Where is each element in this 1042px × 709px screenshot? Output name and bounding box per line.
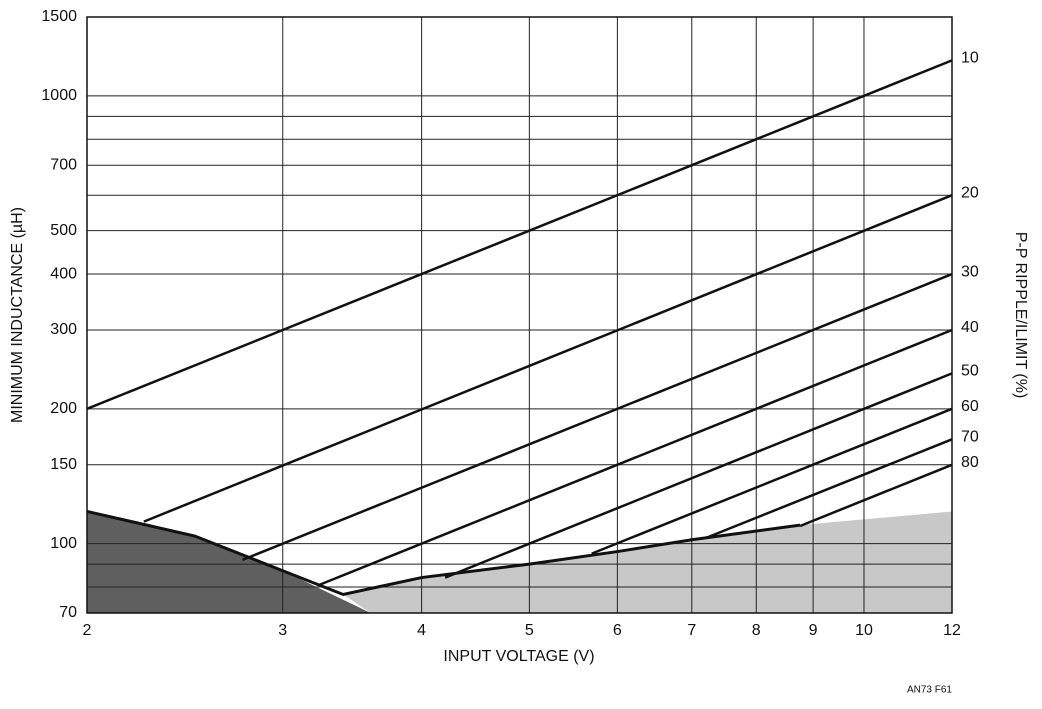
series-label: 40 <box>961 319 979 336</box>
x-tick-label: 12 <box>943 622 961 639</box>
series-label: 30 <box>961 263 979 280</box>
y-tick-label: 1500 <box>41 8 77 25</box>
y-tick-label: 200 <box>50 400 77 417</box>
x-tick-label: 5 <box>525 622 534 639</box>
y-tick-label: 700 <box>50 156 77 173</box>
ripple-line <box>591 407 953 555</box>
y-tick-label: 1000 <box>41 87 77 104</box>
shaded-region <box>343 511 952 613</box>
x-tick-label: 4 <box>417 622 426 639</box>
shaded-region <box>87 511 371 613</box>
y-axis-title: MINIMUM INDUCTANCE (µH) <box>9 207 26 423</box>
ripple-line <box>705 438 953 540</box>
x-axis-title: INPUT VOLTAGE (V) <box>443 648 594 665</box>
plot-frame <box>86 16 953 614</box>
x-tick-label: 3 <box>278 622 287 639</box>
y-tick-label: 100 <box>50 535 77 552</box>
y2-axis-title: P-P RIPPLE/ILIMIT (%) <box>1012 232 1029 399</box>
ripple-line <box>86 59 953 410</box>
series-label: 50 <box>961 363 979 380</box>
y-tick-label: 300 <box>50 321 77 338</box>
ripple-line <box>319 328 953 586</box>
y-tick-label: 500 <box>50 222 77 239</box>
x-tick-label: 7 <box>687 622 696 639</box>
y-tick-label: 150 <box>50 456 77 473</box>
series-label: 70 <box>961 429 979 446</box>
ripple-line <box>242 272 953 562</box>
x-tick-label: 2 <box>83 622 92 639</box>
ripple-line <box>799 463 953 528</box>
series-label: 10 <box>961 50 979 67</box>
series-label: 80 <box>961 454 979 471</box>
series-label: 20 <box>961 184 979 201</box>
x-tick-label: 8 <box>752 622 761 639</box>
y-tick-label: 70 <box>59 604 77 621</box>
ripple-line <box>444 372 953 579</box>
figure-note: AN73 F61 <box>907 685 952 696</box>
boundary-line <box>86 509 801 597</box>
series-label: 60 <box>961 398 979 415</box>
x-tick-label: 9 <box>809 622 818 639</box>
ripple-line <box>143 194 953 523</box>
y-tick-label: 400 <box>50 265 77 282</box>
x-tick-label: 6 <box>613 622 622 639</box>
x-tick-label: 10 <box>855 622 873 639</box>
